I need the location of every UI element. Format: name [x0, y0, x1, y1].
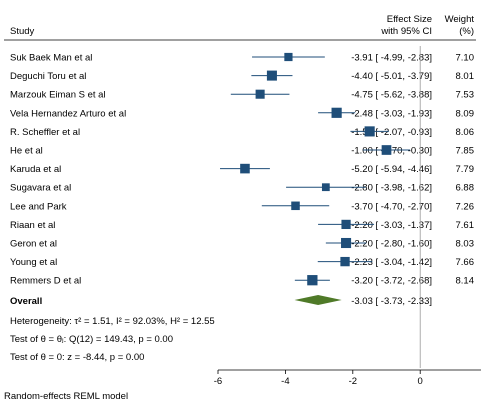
study-ci-text: -3.70 [ -4.70, -2.70] [351, 201, 432, 212]
overall-ci-text: -3.03 [ -3.73, -2.33] [351, 296, 432, 307]
study-ci-text: -2.20 [ -3.03, -1.37] [351, 220, 432, 231]
study-effect-marker [291, 201, 300, 211]
footnote: Random-effects REML model [4, 391, 129, 402]
x-tick-label: -4 [281, 376, 289, 387]
study-weight-text: 8.03 [456, 239, 475, 250]
study-effect-marker [341, 237, 352, 249]
study-name: Vela Hernandez Arturo et al [10, 108, 126, 119]
test-effect-stat: Test of θ = 0: z = -8.44, p = 0.00 [10, 352, 144, 363]
study-ci-text: -4.40 [ -5.01, -3.79] [351, 71, 432, 82]
study-name: Sugavara et al [10, 183, 71, 194]
study-weight-text: 7.53 [456, 90, 475, 101]
study-effect-marker [331, 107, 342, 118]
study-weight-text: 8.06 [456, 127, 475, 138]
study-effect-marker [255, 89, 265, 99]
study-name: Remmers D et al [10, 276, 81, 287]
x-tick-label: -2 [349, 376, 357, 387]
overall-effect-diamond [294, 295, 342, 305]
study-name: Deguchi Toru et al [10, 71, 86, 82]
study-rows: Suk Baek Man et al -3.91 [ -4.99, -2.83] 7… [10, 53, 474, 287]
header-effect-line1: Effect Size [387, 14, 432, 25]
study-ci-text: -2.23 [ -3.04, -1.42] [351, 257, 432, 268]
study-weight-text: 7.61 [456, 220, 475, 231]
study-name: Karuda et al [10, 164, 61, 175]
x-tick-label: -6 [214, 376, 222, 387]
study-name: Young et al [10, 257, 57, 268]
study-ci-text: -3.91 [ -4.99, -2.83] [351, 53, 432, 64]
study-ci-text: -2.48 [ -3.03, -1.93] [351, 108, 432, 119]
test-homogeneity-stat: Test of θ = θⱼ: Q(12) = 149.43, p = 0.00 [10, 334, 173, 345]
header-effect-line2: with 95% CI [380, 26, 432, 37]
study-name: Riaan et al [10, 220, 55, 231]
overall-label: Overall [10, 296, 42, 307]
study-effect-marker [321, 183, 330, 192]
study-weight-text: 7.79 [456, 164, 475, 175]
header-weight-line1: Weight [445, 14, 475, 25]
study-ci-text: -2.80 [ -3.98, -1.62] [351, 183, 432, 194]
study-ci-text: -1.00 [ -1.70, -0.30] [351, 146, 432, 157]
study-weight-text: 8.09 [456, 108, 475, 119]
study-effect-marker [284, 52, 293, 62]
study-weight-text: 7.66 [456, 257, 475, 268]
study-weight-text: 6.88 [456, 183, 475, 194]
study-name: R. Scheffler et al [10, 127, 80, 138]
study-ci-text: -1.50 [ -2.07, -0.93] [351, 127, 432, 138]
study-weight-text: 7.26 [456, 201, 475, 212]
plot-marks [220, 46, 421, 368]
study-ci-text: -4.75 [ -5.62, -3.88] [351, 90, 432, 101]
study-weight-text: 8.14 [456, 276, 475, 287]
study-effect-marker [307, 275, 318, 286]
heterogeneity-stat: Heterogeneity: τ² = 1.51, I² = 92.03%, H… [10, 316, 215, 327]
x-tick-label: 0 [418, 376, 423, 387]
study-name: Geron et al [10, 239, 57, 250]
study-name: Lee and Park [10, 201, 67, 212]
study-effect-marker [364, 126, 375, 137]
study-effect-marker [341, 219, 351, 230]
study-effect-marker [240, 163, 250, 174]
study-name: Marzouk Eiman S et al [10, 90, 106, 101]
study-weight-text: 7.85 [456, 146, 475, 157]
study-name: He et al [10, 146, 43, 157]
header-weight-line2: (%) [459, 26, 474, 37]
study-weight-text: 7.10 [456, 53, 475, 64]
study-name: Suk Baek Man et al [10, 53, 92, 64]
study-effect-marker [266, 70, 277, 81]
x-axis: -6-4-202 [214, 369, 481, 387]
study-ci-text: -5.20 [ -5.94, -4.46] [351, 164, 432, 175]
study-effect-marker [340, 256, 350, 267]
study-weight-text: 8.01 [456, 71, 475, 82]
study-ci-text: -2.20 [ -2.80, -1.60] [351, 239, 432, 250]
header-study: Study [10, 26, 35, 37]
study-effect-marker [381, 145, 392, 155]
study-ci-text: -3.20 [ -3.72, -2.68] [351, 276, 432, 287]
